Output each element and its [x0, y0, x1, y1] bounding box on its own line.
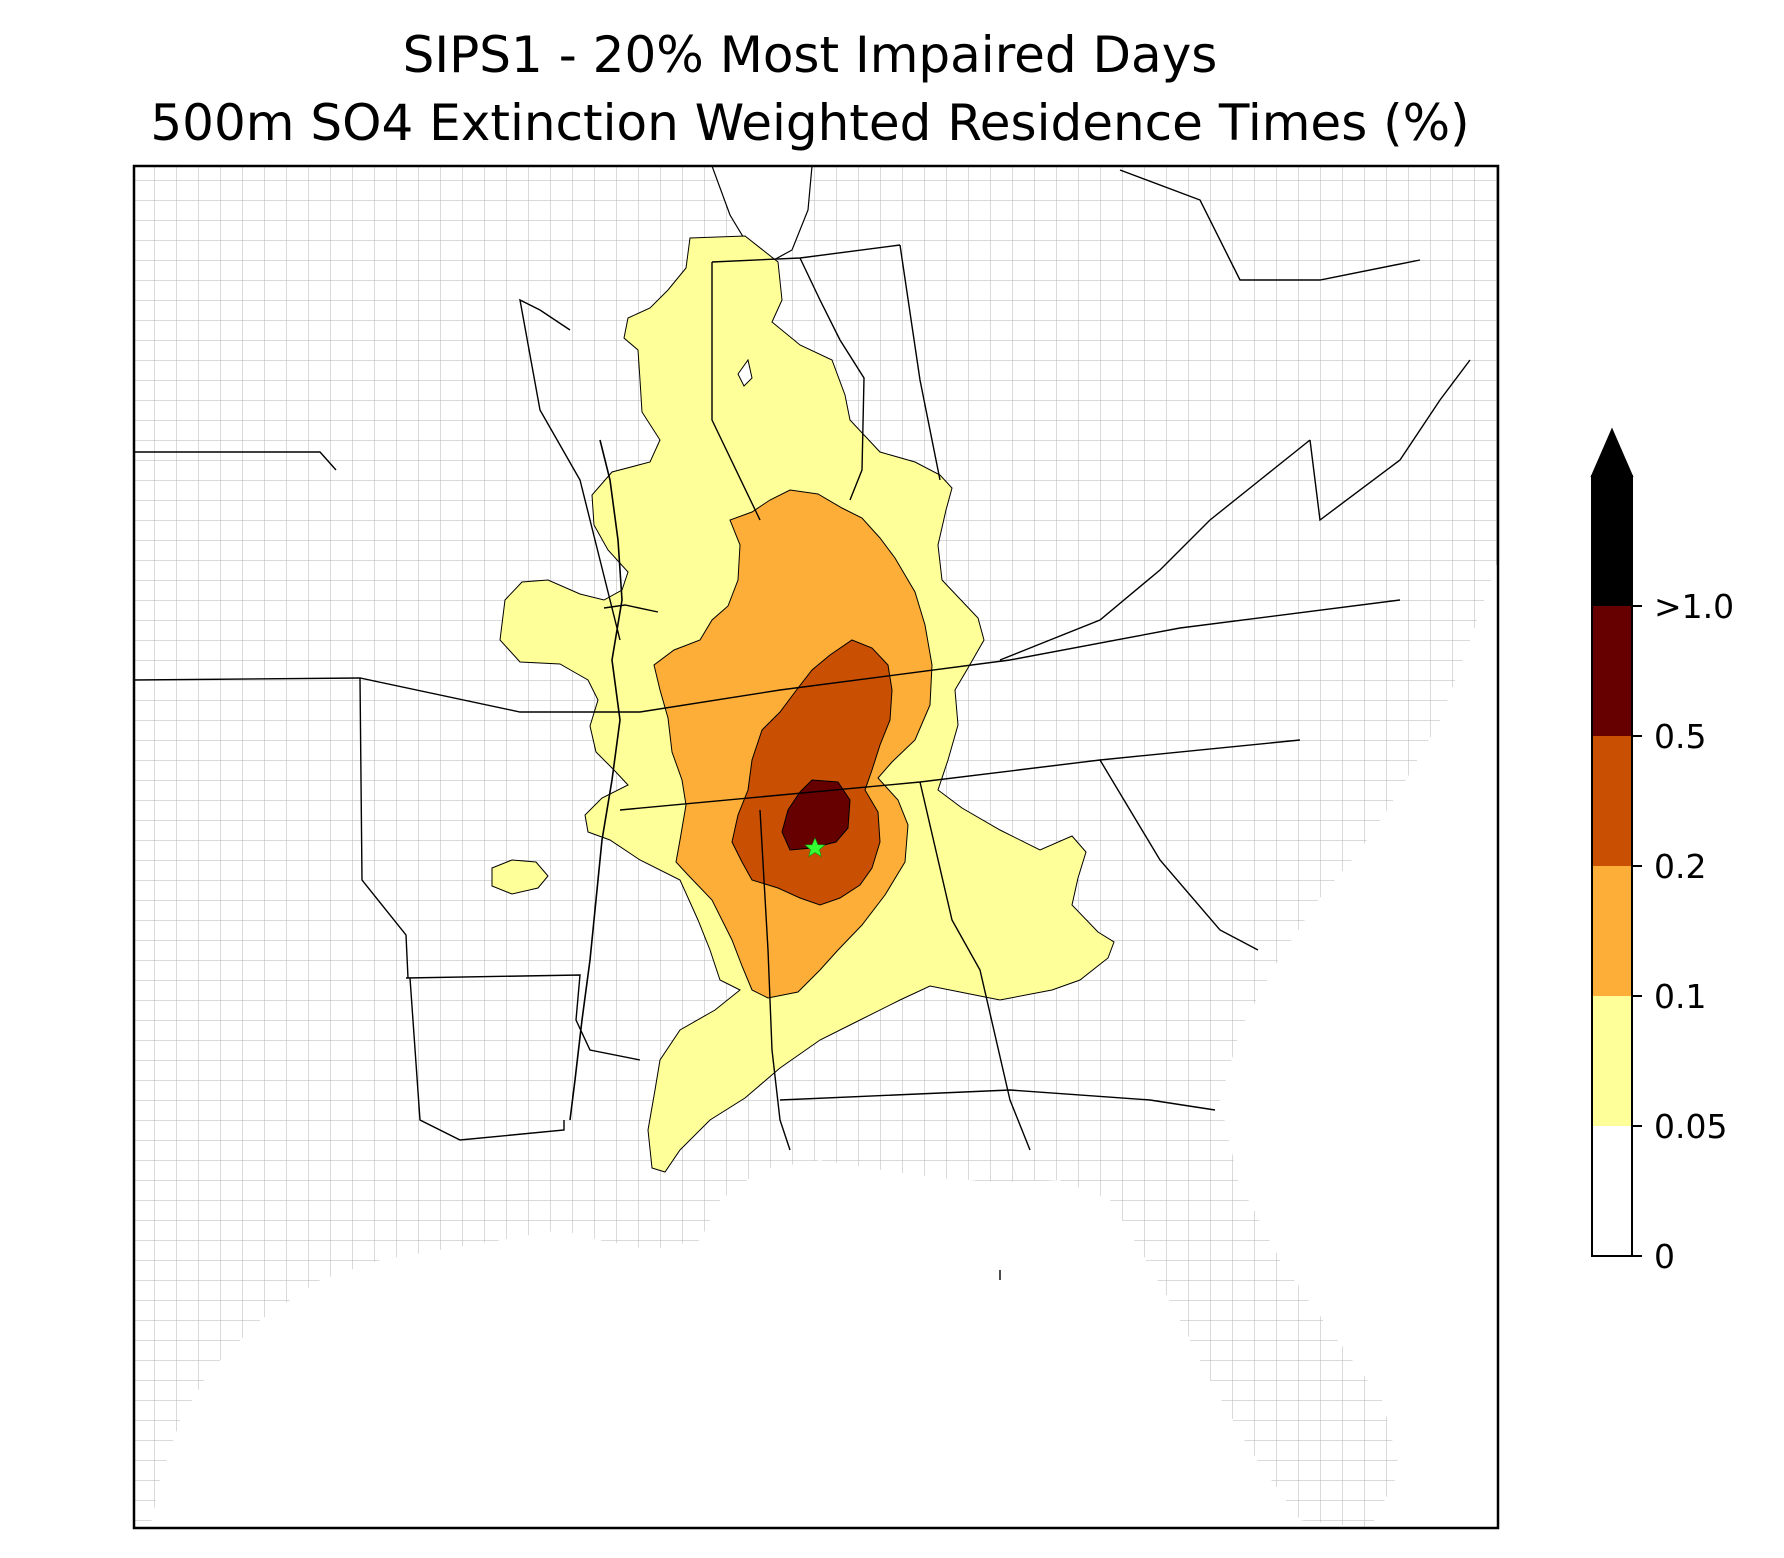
colorbar-tick-label-3: 0.2 — [1654, 847, 1706, 886]
lake-michigan — [711, 166, 813, 263]
colorbar: 0 0.05 0.1 0.2 0.5 >1.0 — [1590, 427, 1734, 1276]
colorbar-tick-label-4: 0.5 — [1654, 717, 1706, 756]
colorbar-tick-label-5: >1.0 — [1654, 587, 1734, 626]
colorbar-bin-1 — [1592, 996, 1632, 1126]
colorbar-bin-5 — [1592, 476, 1632, 606]
colorbar-bin-3 — [1592, 736, 1632, 866]
map-frame — [132, 164, 1500, 1530]
contour-0.05-hole — [737, 358, 753, 387]
colorbar-bin-0 — [1592, 1126, 1632, 1256]
contour-0.2-0.5 — [731, 639, 893, 906]
colorbar-bin-2 — [1592, 866, 1632, 996]
map-area — [134, 166, 1498, 1528]
map-title-line2: 500m SO4 Extinction Weighted Residence T… — [150, 94, 1470, 152]
colorbar-tick-label-1: 0.05 — [1654, 1107, 1727, 1146]
site-star-marker — [804, 837, 826, 858]
colorbar-tick-label-2: 0.1 — [1654, 977, 1706, 1016]
map-title-line1: SIPS1 - 20% Most Impaired Days — [402, 26, 1218, 84]
colorbar-extend-arrow — [1590, 427, 1634, 477]
state-boundaries — [134, 169, 1471, 1280]
mississippi-river — [569, 439, 623, 1121]
contour-0.05-0.1-islet — [491, 859, 549, 895]
colorbar-tick-label-0: 0 — [1654, 1237, 1675, 1276]
colorbar-bin-4 — [1592, 606, 1632, 736]
